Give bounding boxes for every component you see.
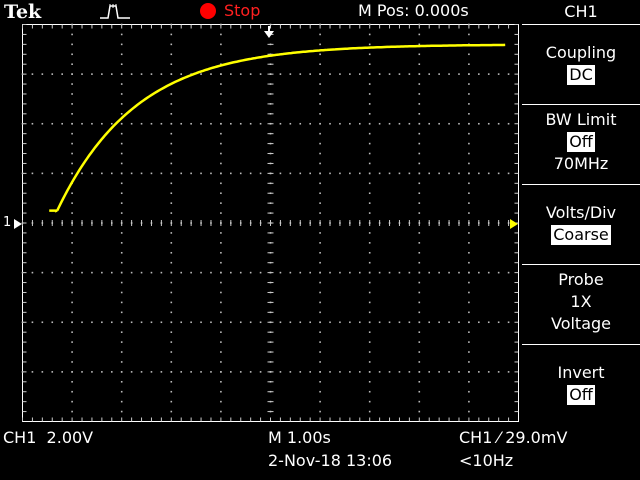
ground-level-marker-icon <box>14 219 22 229</box>
menu-voltsdiv-value: Coarse <box>551 225 611 245</box>
menu-coupling-label: Coupling <box>545 43 617 62</box>
time-scale-readout: M 1.00s <box>268 428 331 447</box>
menu-voltsdiv-label: Volts/Div <box>545 203 617 222</box>
frequency-readout: <10Hz <box>459 451 514 470</box>
menu-invert[interactable]: Invert Off <box>522 344 640 425</box>
brand-logo: Tek <box>4 1 42 23</box>
channel-scale-readout: CH1 2.00V <box>3 428 94 447</box>
menu-bw-label: BW Limit <box>545 110 617 129</box>
waveform-trace <box>49 43 506 213</box>
trigger-level-marker-icon <box>510 219 518 229</box>
menu-coupling[interactable]: Coupling DC <box>522 24 640 105</box>
menu-bw-value: Off <box>567 132 595 152</box>
menu-probe-value: 1X <box>570 292 592 311</box>
horizontal-position-readout: M Pos: 0.000s <box>358 1 469 20</box>
menu-probe-extra: Voltage <box>550 314 611 333</box>
menu-invert-value: Off <box>567 385 595 405</box>
menu-bw-extra: 70MHz <box>553 154 609 173</box>
stop-indicator-icon <box>200 3 216 19</box>
trigger-readout: CH1 ⁄ 29.0mV <box>459 428 568 447</box>
trigger-position-marker-icon <box>264 31 274 38</box>
menu-title: CH1 <box>564 2 598 21</box>
menu-probe-label: Probe <box>558 270 604 289</box>
menu-coupling-value: DC <box>567 65 595 85</box>
menu-probe[interactable]: Probe 1X Voltage <box>522 264 640 345</box>
pulse-icon <box>100 4 130 19</box>
run-state-label: Stop <box>224 1 261 20</box>
menu-bw-limit[interactable]: BW Limit Off 70MHz <box>522 104 640 185</box>
menu-invert-label: Invert <box>557 363 605 382</box>
graticule-grid <box>21 23 519 422</box>
date-time-readout: 2-Nov-18 13:06 <box>268 451 393 470</box>
ground-marker-label: 1 <box>3 215 12 230</box>
menu-volts-div[interactable]: Volts/Div Coarse <box>522 184 640 265</box>
